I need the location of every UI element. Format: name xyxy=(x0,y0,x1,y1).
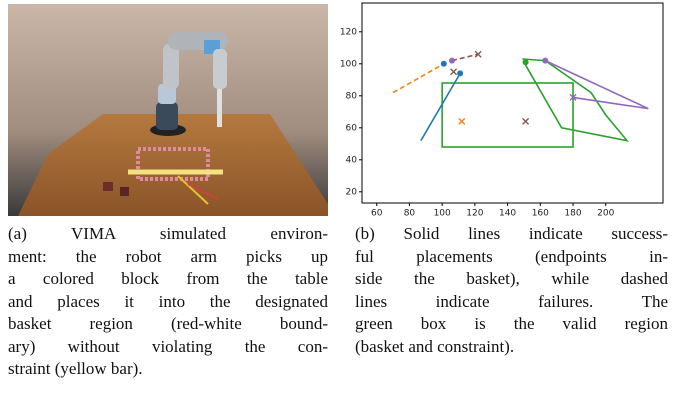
endpoint-dot xyxy=(457,70,464,77)
chart: 60 80 100 120 140 160 180 200 20 40 60 80 100 120 xyxy=(340,2,664,219)
y-tick-label: 60 xyxy=(346,123,358,133)
x-tick-label: 60 xyxy=(371,209,383,219)
y-tick-label: 40 xyxy=(346,155,358,165)
trajectory xyxy=(392,63,445,94)
endpoint-dot xyxy=(440,60,447,67)
x-tick-label: 100 xyxy=(434,209,451,219)
caption-line: (a) VIMA simulated environ- xyxy=(8,224,328,243)
caption-line: lines indicate failures. The xyxy=(355,291,668,311)
x-tick-label: 180 xyxy=(564,209,581,219)
endpoint-cross xyxy=(474,50,482,58)
x-tick-label: 120 xyxy=(466,209,483,219)
plot-frame xyxy=(361,2,664,204)
x-tick-label: 140 xyxy=(499,209,516,219)
y-tick-label: 20 xyxy=(346,187,358,197)
endpoint-dot xyxy=(448,57,455,64)
x-tick-label: 200 xyxy=(597,209,614,219)
endpoint-cross xyxy=(450,68,458,76)
valid-region xyxy=(441,82,574,148)
caption-line: green box is the valid region xyxy=(355,314,668,333)
trajectory xyxy=(451,53,479,62)
endpoint-dot xyxy=(542,57,549,64)
caption-line: (basket and constraint). xyxy=(355,336,515,356)
caption-line: and places it into the designated xyxy=(8,291,328,311)
trajectory xyxy=(420,72,461,142)
y-tick-label: 120 xyxy=(340,27,357,37)
caption-line: ary) without violating the con- xyxy=(8,336,328,356)
endpoint-cross xyxy=(522,117,530,125)
endpoint-cross xyxy=(458,117,466,125)
trajectory xyxy=(544,59,649,110)
caption-b: (b) Solid lines indicate success-ful pla… xyxy=(355,223,668,358)
endpoint-dot xyxy=(522,59,529,66)
caption-line: ment: the robot arm picks up xyxy=(8,246,328,266)
caption-line: side the basket), while dashed xyxy=(355,269,668,288)
x-tick-label: 160 xyxy=(532,209,549,219)
endpoint-cross xyxy=(569,93,577,101)
caption-line: a colored block from the table xyxy=(8,269,328,288)
simulation-image xyxy=(8,4,328,216)
caption-a: (a) VIMA simulated environ-ment: the rob… xyxy=(8,223,328,381)
caption-line: straint (yellow bar). xyxy=(8,359,143,378)
caption-line: (b) Solid lines indicate success- xyxy=(355,224,668,243)
x-tick-label: 80 xyxy=(404,209,416,219)
y-tick-label: 100 xyxy=(340,59,357,69)
caption-line: basket region (red-white bound- xyxy=(8,314,328,333)
y-tick-label: 80 xyxy=(346,91,358,101)
caption-line: ful placements (endpoints in- xyxy=(355,246,668,266)
